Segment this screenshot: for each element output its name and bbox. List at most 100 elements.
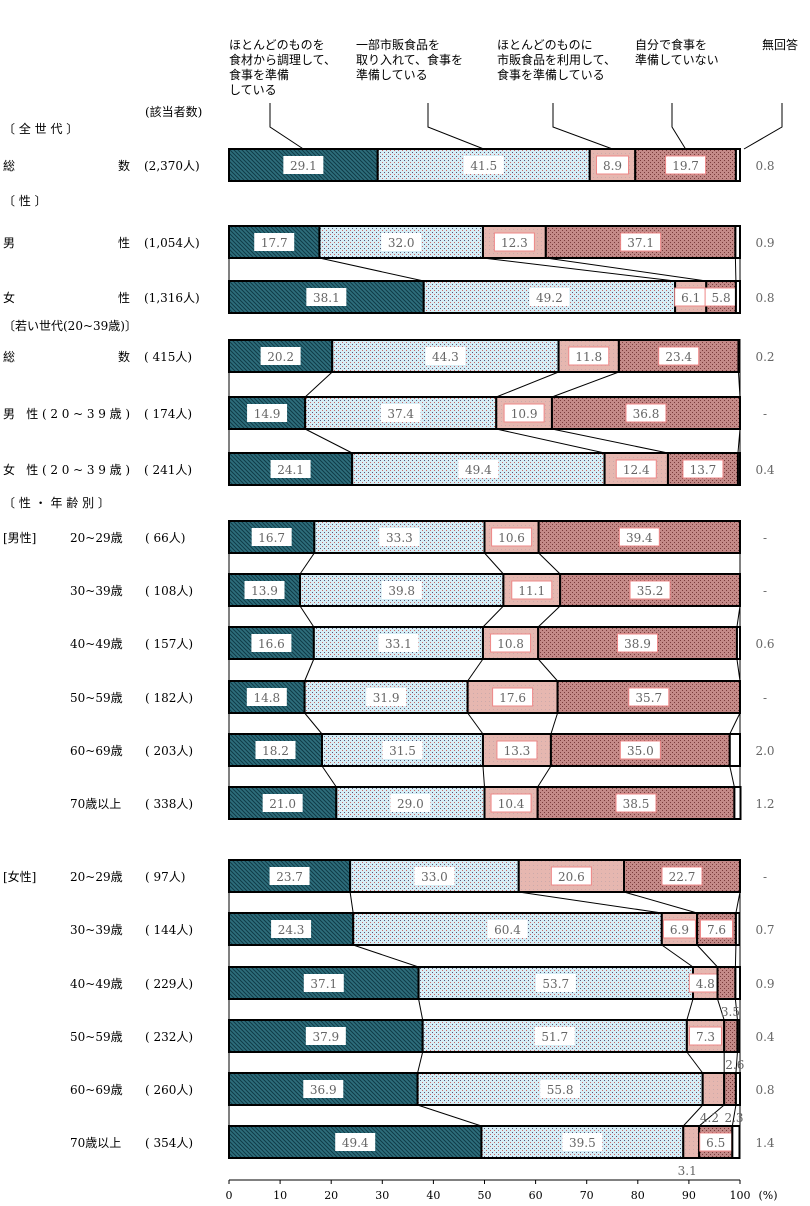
value-label: 31.5 bbox=[389, 744, 416, 758]
bar-segment-2 bbox=[318, 225, 484, 259]
value-label-box bbox=[662, 919, 696, 939]
bar-segment-2 bbox=[351, 452, 606, 486]
connector-line bbox=[319, 257, 424, 282]
bar-segment-4 bbox=[723, 1019, 739, 1053]
connector-line bbox=[682, 1104, 704, 1127]
connector-line bbox=[349, 891, 354, 914]
value-label-box bbox=[620, 232, 662, 252]
row-count: ( 415人) bbox=[144, 350, 192, 364]
connector-frame bbox=[228, 371, 741, 398]
connector-line bbox=[537, 658, 558, 682]
x-tick-label: 90 bbox=[682, 1189, 696, 1202]
value-label-box bbox=[534, 1027, 575, 1045]
value-label: 38.5 bbox=[623, 797, 650, 811]
value-label-box bbox=[615, 459, 657, 479]
value-label-box bbox=[689, 1026, 723, 1046]
row-label: 50~59歳 bbox=[70, 691, 123, 705]
connector-line bbox=[734, 998, 738, 1021]
bar-segment-3 bbox=[701, 1072, 726, 1106]
value-label-no-answer: - bbox=[763, 691, 767, 705]
row-count: ( 97人) bbox=[145, 870, 185, 884]
bar-segment-5 bbox=[734, 280, 741, 314]
value-label-box bbox=[379, 528, 420, 546]
value-label-no-answer: - bbox=[763, 584, 767, 598]
value-label-no-answer: 0.6 bbox=[755, 637, 774, 651]
value-label-box bbox=[255, 741, 296, 759]
value-label-box bbox=[503, 403, 545, 423]
connector-line bbox=[729, 712, 741, 735]
connector-line bbox=[729, 765, 735, 788]
value-label: 44.3 bbox=[432, 350, 459, 364]
bar-row bbox=[228, 859, 741, 893]
value-label-no-answer: 1.2 bbox=[755, 797, 774, 811]
connector-line bbox=[698, 1104, 725, 1127]
row-count: ( 338人) bbox=[145, 797, 193, 811]
value-label: 10.8 bbox=[497, 637, 524, 651]
value-label-box bbox=[496, 740, 538, 760]
bar-segment-5 bbox=[731, 1125, 741, 1159]
value-label: 6.1 bbox=[681, 291, 700, 305]
legend-label: ほとんどのものを食材から調理して、食事を準備している bbox=[229, 38, 336, 97]
connector-line bbox=[686, 1051, 704, 1074]
count-header: (該当者数) bbox=[145, 104, 202, 119]
row-label: 50~59歳 bbox=[70, 1030, 123, 1044]
bar-segment-5 bbox=[737, 339, 741, 373]
connector-line bbox=[696, 944, 718, 968]
value-label: 36.9 bbox=[310, 1083, 337, 1097]
value-label-box bbox=[251, 528, 292, 546]
value-label: 55.8 bbox=[547, 1083, 574, 1097]
value-label-no-answer: 1.4 bbox=[755, 1136, 774, 1150]
row-label: 総 数 bbox=[3, 349, 130, 364]
value-label: 24.3 bbox=[278, 923, 305, 937]
value-label-box bbox=[283, 156, 324, 174]
value-label-box bbox=[380, 404, 421, 422]
value-label: 12.4 bbox=[623, 463, 650, 477]
x-tick-label: 80 bbox=[631, 1189, 645, 1202]
value-label: 33.3 bbox=[386, 531, 413, 545]
row-label: 30~39歳 bbox=[70, 923, 123, 937]
value-label-box bbox=[490, 633, 532, 653]
value-label: 37.4 bbox=[387, 407, 414, 421]
value-label-box bbox=[665, 155, 707, 175]
bar-segment-4 bbox=[723, 1072, 737, 1106]
legend-leader-line bbox=[743, 103, 783, 150]
value-label-box bbox=[425, 347, 466, 365]
value-label: 31.9 bbox=[373, 691, 400, 705]
value-label-box bbox=[382, 741, 423, 759]
bar-row bbox=[228, 573, 741, 607]
connector-line bbox=[551, 371, 620, 398]
value-label-no-answer: 0.4 bbox=[755, 1030, 774, 1044]
value-label: 14.8 bbox=[253, 691, 280, 705]
value-label-box bbox=[381, 581, 422, 599]
value-label: 16.6 bbox=[258, 637, 285, 651]
value-label: 39.5 bbox=[569, 1136, 596, 1150]
legend-leader-line bbox=[552, 103, 613, 150]
value-label-box bbox=[490, 793, 532, 813]
connector-line bbox=[734, 257, 737, 282]
value-label-box bbox=[568, 346, 610, 366]
connector-line bbox=[735, 891, 741, 914]
value-label-box bbox=[303, 1080, 344, 1098]
connector-line bbox=[418, 998, 424, 1021]
bar-row bbox=[228, 225, 742, 259]
connector-line bbox=[482, 765, 485, 788]
connector-line bbox=[321, 765, 337, 788]
value-label: 2.6 bbox=[725, 1058, 744, 1072]
x-tick-label: 50 bbox=[478, 1189, 492, 1202]
bar-segment-5 bbox=[736, 452, 741, 486]
legend-item: 自分で食事を準備していない bbox=[635, 37, 719, 150]
connector-line bbox=[731, 1104, 737, 1127]
connector-frame bbox=[228, 712, 741, 735]
value-label-box bbox=[366, 688, 407, 706]
value-label-box bbox=[390, 794, 431, 812]
bar-row bbox=[228, 1072, 741, 1106]
value-label-box bbox=[535, 974, 576, 992]
value-label: 37.1 bbox=[310, 977, 337, 991]
connector-line bbox=[735, 1051, 738, 1074]
value-label: 23.4 bbox=[665, 350, 692, 364]
value-label: 4.2 bbox=[700, 1111, 719, 1125]
x-tick-label: 100 bbox=[730, 1189, 751, 1202]
value-label-box bbox=[381, 233, 422, 251]
bar-row bbox=[228, 626, 742, 660]
value-label-box bbox=[682, 459, 724, 479]
